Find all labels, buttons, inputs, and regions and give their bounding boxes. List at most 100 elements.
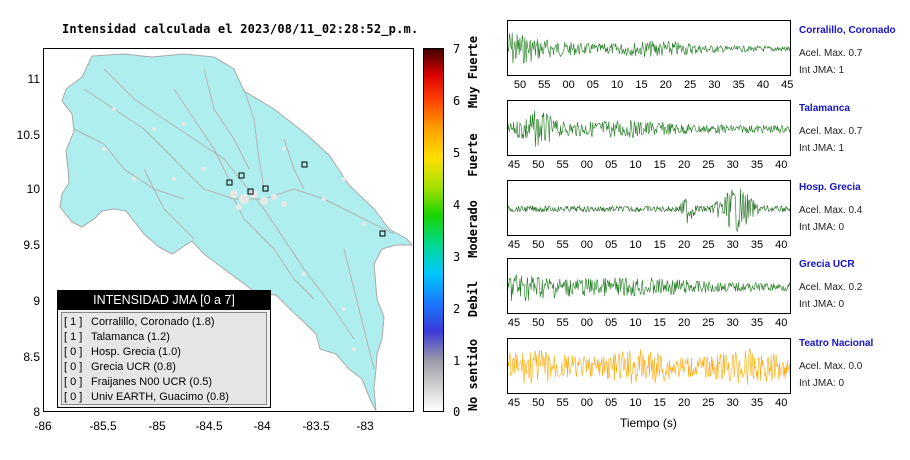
time-tick: 40 [775,397,788,409]
map-y-tick: 9.5 [23,238,40,252]
time-tick: 10 [629,239,642,251]
population-markers [102,107,366,351]
colorbar-tick: 4 [453,198,461,212]
colorbar-tick: 2 [453,302,461,316]
colorbar-tick: 5 [453,146,461,160]
map-y-tick: 9 [33,294,40,308]
seismogram-trace [508,188,790,233]
station-accel: Acel. Max. 0.7 [799,126,863,137]
map-x-tick: -83 [356,419,374,433]
time-tick: 35 [750,397,764,409]
map-x-tick: -85.5 [89,419,117,433]
time-tick: 10 [629,317,642,329]
colorbar-tick: 0 [453,405,461,419]
colorbar-tick: 1 [453,354,461,368]
seismogram-trace [508,274,790,302]
legend-level: [ 1 ] [64,331,83,343]
time-tick: 50 [513,79,527,91]
trace-line [508,274,790,302]
time-tick: 40 [775,317,788,329]
time-tick: 20 [677,239,691,251]
time-tick: 25 [683,79,697,91]
colorbar-tick: 7 [453,42,461,56]
time-tick: 20 [659,79,672,91]
legend-level: [ 0 ] [64,361,83,373]
legend-level: [ 0 ] [64,376,83,388]
time-tick: 15 [653,317,666,329]
time-tick: 15 [653,159,666,171]
road-network [73,68,395,370]
legend-header: INTENSIDAD JMA [0 a 7] [58,291,270,310]
legend-station: Univ EARTH, Guacimo (0.8) [91,391,229,403]
time-tick: 35 [750,159,764,171]
seismogram-trace [508,348,790,385]
time-tick: 50 [532,159,545,171]
legend-list: [ 1 ] Corralillo, Coronado (1.8) [ 1 ] Tal… [61,312,267,405]
station-accel: Acel. Max. 0.0 [799,361,863,372]
map-x-tick: -85 [148,419,166,433]
station-name: Corralillo, Coronado [799,25,896,36]
seismogram-trace [508,110,790,147]
colorbar-label-no-sentido: No sentido [466,338,480,412]
time-tick: 05 [605,159,618,171]
map-x-tick: -86 [34,419,52,433]
station-name: Talamanca [799,103,850,114]
time-tick: 00 [580,397,594,409]
time-tick: 20 [677,159,691,171]
time-tick: 55 [556,317,569,329]
station-name: Hosp. Grecia [799,182,861,193]
time-tick: 30 [726,239,739,251]
time-tick: 25 [702,317,715,329]
time-tick: 00 [580,317,594,329]
station-markers [226,161,386,237]
legend-station: Grecia UCR (0.8) [91,361,176,373]
map-x-tick: -84 [253,419,271,433]
time-tick: 55 [538,79,551,91]
seismogram-panel[interactable] [507,100,791,156]
time-tick: 30 [726,317,739,329]
time-tick: 55 [556,159,569,171]
time-tick: 25 [702,159,715,171]
station-intensity: Int JMA: 1 [799,143,845,154]
time-tick: 45 [781,79,794,91]
time-tick: 30 [708,79,721,91]
time-tick: 05 [586,79,600,91]
time-tick: 40 [775,159,788,171]
time-tick: 55 [556,397,569,409]
intensity-colorbar [423,48,444,412]
time-tick: 25 [702,397,715,409]
time-tick: 40 [756,79,770,91]
trace-line [508,188,790,233]
legend-row: [ 1 ] Corralillo, Coronado (1.8) [64,315,266,330]
time-tick: 15 [635,79,648,91]
time-tick: 45 [507,317,521,329]
time-tick: 30 [726,159,739,171]
seismogram-panel[interactable] [507,180,791,236]
costa-rica-map [59,53,413,411]
trace-line [508,110,790,147]
time-tick: 05 [605,239,618,251]
time-tick: 20 [677,317,691,329]
time-tick: 00 [580,159,594,171]
map-x-tick: -84.5 [195,419,223,433]
time-tick: 15 [653,239,666,251]
legend-station: Hosp. Grecia (1.0) [91,346,181,358]
time-tick: 50 [532,239,545,251]
time-tick: 05 [605,317,618,329]
map-y-tick: 10 [26,182,40,196]
seismogram-panel[interactable] [507,20,791,76]
time-tick: 10 [611,79,624,91]
colorbar-tick: 6 [453,94,461,108]
seismogram-panel[interactable] [507,338,791,394]
time-tick: 05 [605,397,618,409]
time-tick: 40 [775,239,788,251]
map-y-tick: 11 [27,72,40,86]
map-x-tick: -83.5 [302,419,330,433]
map-title: Intensidad calculada el 2023/08/11_02:28… [62,22,419,36]
map-y-tick: 10.5 [16,128,40,142]
seismogram-panel[interactable] [507,258,791,314]
time-tick: 10 [629,159,642,171]
map-y-tick: 8.5 [23,350,40,364]
time-axis-label: Tiempo (s) [620,416,677,430]
costa-rica-landmass [59,53,413,411]
